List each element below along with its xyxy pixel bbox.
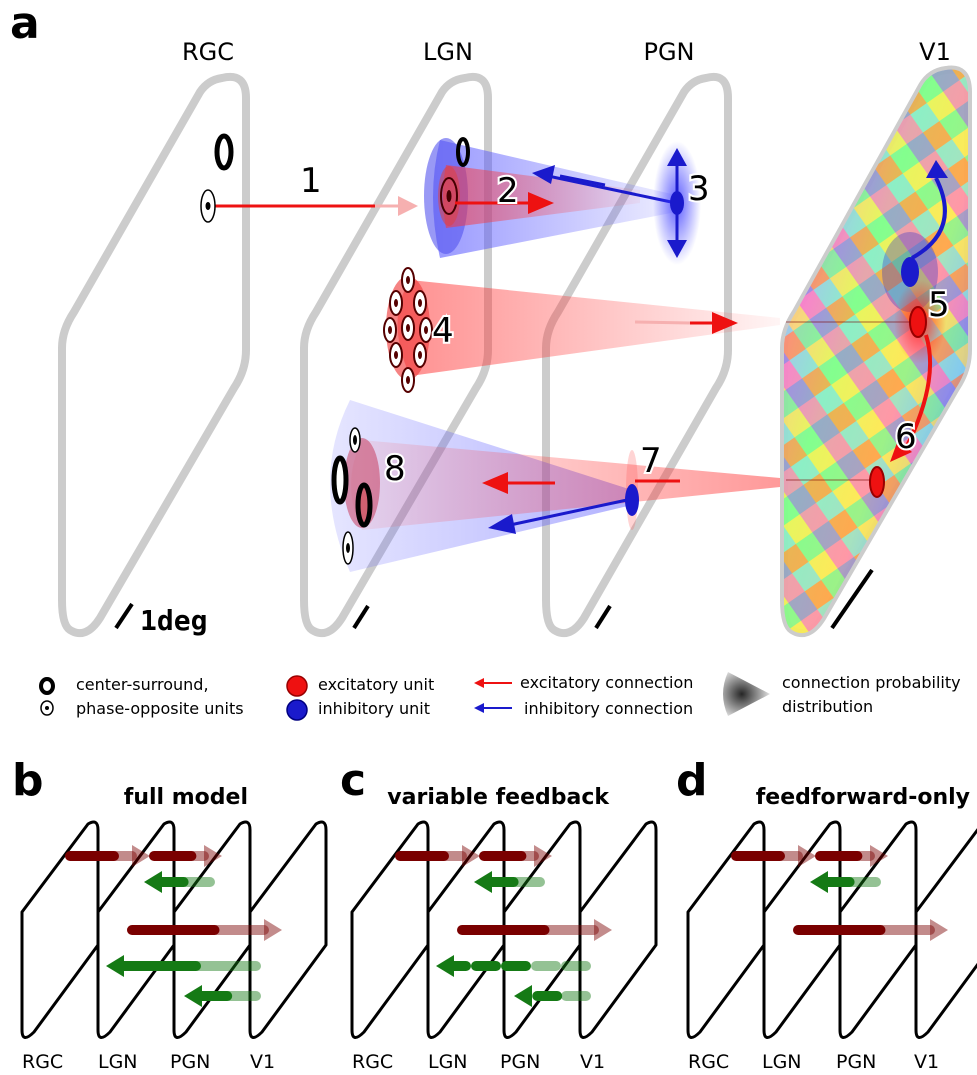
excitatory-unit-icon bbox=[286, 675, 308, 697]
panel-b-lgn-sheet bbox=[96, 820, 176, 1039]
panel-b-letter: b bbox=[12, 755, 44, 806]
legend: center-surround, phase-opposite units ex… bbox=[39, 672, 961, 721]
excitatory-connection-icon bbox=[474, 678, 512, 688]
bottom-label-d-v1: V1 bbox=[914, 1051, 939, 1073]
step-number-8: 8 bbox=[384, 449, 406, 489]
panel-b-v1-sheet bbox=[248, 820, 328, 1039]
v1-orientation-map bbox=[784, 69, 968, 634]
panel-d-rgc-sheet bbox=[686, 820, 766, 1039]
step-number-4: 4 bbox=[432, 311, 454, 351]
lgn-sheet bbox=[300, 73, 492, 637]
layer-label-rgc: RGC bbox=[182, 38, 234, 66]
bottom-label-b-v1: V1 bbox=[250, 1051, 275, 1073]
panel-b-v1-pgn-feedback bbox=[184, 985, 261, 1007]
panel-b-title: full model bbox=[124, 785, 248, 810]
bottom-label-c-lgn: LGN bbox=[428, 1051, 468, 1073]
legend-center-surround: center-surround, bbox=[76, 675, 209, 694]
panel-b-pgn-sheet bbox=[172, 820, 252, 1039]
panel-c-lgn-sheet bbox=[426, 820, 506, 1039]
connection-7-8 bbox=[330, 400, 780, 572]
pgn-sheet bbox=[542, 73, 732, 637]
panel-d-pgn-lgn-feedback bbox=[810, 871, 881, 893]
bottom-label-b-lgn: LGN bbox=[98, 1051, 138, 1073]
panel-c-rgc-lgn-arrow bbox=[395, 845, 480, 867]
panel-d-letter: d bbox=[676, 755, 708, 806]
probability-distribution-icon bbox=[723, 672, 770, 716]
panel-c-lgn-pgn-arrow bbox=[479, 845, 552, 867]
panel-d-lgn-sheet bbox=[762, 820, 842, 1039]
legend-excitatory-connection: excitatory connection bbox=[520, 673, 693, 692]
legend-inhibitory-connection: inhibitory connection bbox=[524, 699, 693, 718]
step-number-3: 3 bbox=[688, 169, 710, 209]
panel-b-rgc-lgn-arrow bbox=[65, 845, 150, 867]
scale-label: 1deg bbox=[140, 604, 207, 637]
bottom-label-d-pgn: PGN bbox=[836, 1051, 876, 1073]
panel-d-lgn-v1-arrow bbox=[793, 919, 948, 941]
scale-bars bbox=[114, 568, 874, 630]
panel-d-rgc-lgn-arrow bbox=[731, 845, 816, 867]
legend-inhibitory-unit: inhibitory unit bbox=[318, 699, 430, 718]
layer-labels: RGC LGN PGN V1 bbox=[182, 38, 951, 66]
connection-1 bbox=[208, 196, 418, 216]
legend-phase-opposite: phase-opposite units bbox=[76, 699, 244, 718]
panel-b-lgn-v1-arrow bbox=[127, 919, 282, 941]
step-number-5: 5 bbox=[928, 285, 950, 325]
inhibitory-unit-icon bbox=[286, 699, 308, 721]
step-number-1: 1 bbox=[300, 161, 322, 201]
layer-label-lgn: LGN bbox=[423, 38, 473, 66]
panel-c-v1-pgn-feedback bbox=[514, 985, 591, 1007]
layer-label-pgn: PGN bbox=[643, 38, 694, 66]
panel-b-pgn-lgn-feedback bbox=[144, 871, 215, 893]
step-number-7: 7 bbox=[640, 441, 662, 481]
panel-d-lgn-pgn-arrow bbox=[815, 845, 888, 867]
pgn-unit-3 bbox=[653, 141, 701, 265]
small-panels bbox=[20, 820, 977, 1039]
panel-c-pgn-lgn-feedback bbox=[474, 871, 545, 893]
legend-probability-line2: distribution bbox=[782, 697, 873, 716]
step-numbers: 1 2 3 4 5 6 7 8 bbox=[298, 159, 952, 491]
panel-d-pgn-sheet bbox=[838, 820, 918, 1039]
rgc-sheet bbox=[58, 73, 250, 637]
panel-c-v1-lgn-feedback bbox=[436, 955, 591, 977]
panel-c-rgc-sheet bbox=[350, 820, 430, 1039]
bottom-label-b-rgc: RGC bbox=[22, 1051, 63, 1073]
step-number-6: 6 bbox=[895, 417, 917, 457]
panel-c-pgn-sheet bbox=[502, 820, 582, 1039]
bottom-labels: RGC LGN PGN V1 RGC LGN PGN V1 RGC LGN PG… bbox=[22, 1051, 939, 1073]
panel-c-v1-sheet bbox=[578, 820, 658, 1039]
step-number-2: 2 bbox=[497, 171, 519, 211]
panel-b-v1-lgn-feedback bbox=[106, 955, 261, 977]
bottom-label-c-rgc: RGC bbox=[352, 1051, 393, 1073]
panel-b-rgc-sheet bbox=[20, 820, 100, 1039]
panel-c-letter: c bbox=[340, 755, 366, 806]
bottom-label-c-pgn: PGN bbox=[500, 1051, 540, 1073]
connection-4 bbox=[383, 267, 780, 393]
bottom-label-d-lgn: LGN bbox=[762, 1051, 802, 1073]
panel-b-lgn-pgn-arrow bbox=[149, 845, 222, 867]
bottom-label-b-pgn: PGN bbox=[170, 1051, 210, 1073]
panel-c-lgn-v1-arrow bbox=[457, 919, 612, 941]
legend-probability-line1: connection probability bbox=[782, 673, 961, 692]
panel-a-letter: a bbox=[10, 0, 40, 49]
v1-units bbox=[786, 160, 948, 498]
bottom-label-d-rgc: RGC bbox=[688, 1051, 729, 1073]
layer-label-v1: V1 bbox=[919, 38, 951, 66]
rgc-units bbox=[200, 133, 234, 223]
bottom-label-c-v1: V1 bbox=[580, 1051, 605, 1073]
panel-c-title: variable feedback bbox=[387, 785, 610, 810]
legend-excitatory-unit: excitatory unit bbox=[318, 675, 434, 694]
panel-d-v1-sheet bbox=[914, 828, 977, 1039]
panel-d-title: feedforward-only bbox=[756, 785, 970, 810]
inhibitory-connection-icon bbox=[474, 703, 512, 713]
connection-2-3 bbox=[424, 137, 677, 258]
